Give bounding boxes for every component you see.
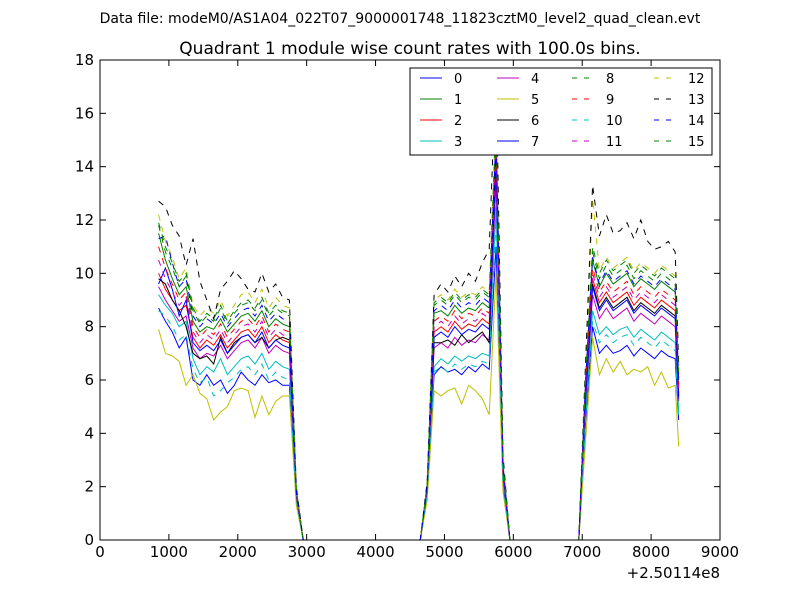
legend-frame [409, 67, 713, 156]
legend-label-15: 15 [688, 135, 705, 150]
legend-label-6: 6 [531, 114, 539, 129]
series-line-8 [158, 126, 680, 540]
legend-label-8: 8 [606, 72, 614, 87]
series-line-3 [158, 206, 680, 540]
series-line-10 [158, 219, 680, 540]
series-line-0 [158, 246, 680, 540]
y-tick-label: 6 [84, 371, 94, 389]
y-tick-label: 2 [84, 478, 94, 496]
x-tick-label: 5000 [425, 543, 463, 561]
y-tick-label: 10 [75, 264, 94, 282]
x-tick-label: 7000 [563, 543, 601, 561]
x-tick-label: 3000 [288, 543, 326, 561]
legend-label-13: 13 [688, 93, 705, 108]
legend-label-0: 0 [454, 72, 462, 87]
x-tick-label: 8000 [632, 543, 670, 561]
legend-label-3: 3 [454, 135, 462, 150]
ticks-layer: 0 1000 2000 3000 4000 5000 6000 7000 8000 9000 0 2 4… [75, 51, 739, 561]
y-tick-label: 14 [75, 158, 94, 176]
y-tick-label: 4 [84, 424, 94, 442]
x-tick-label: 0 [95, 543, 105, 561]
legend-label-4: 4 [531, 72, 539, 87]
legend-label-1: 1 [454, 93, 462, 108]
y-tick-label: 18 [75, 51, 94, 69]
series-line-2 [158, 161, 680, 540]
series-line-13 [158, 67, 680, 540]
series-line-9 [158, 145, 680, 540]
x-offset-label: +2.50114e8 [627, 564, 720, 582]
y-tick-label: 8 [84, 318, 94, 336]
x-tick-label: 4000 [356, 543, 394, 561]
legend-label-12: 12 [688, 72, 705, 87]
series-line-15 [158, 118, 680, 540]
y-tick-label: 12 [75, 211, 94, 229]
legend-label-2: 2 [454, 114, 462, 129]
x-tick-label: 6000 [494, 543, 532, 561]
legend-label-10: 10 [606, 114, 623, 129]
chart-title: Quadrant 1 module wise count rates with … [179, 39, 640, 59]
legend-label-11: 11 [606, 135, 623, 150]
y-tick-label: 0 [84, 531, 94, 549]
series-line-14 [158, 131, 680, 540]
series-line-7 [158, 166, 680, 540]
legend-label-9: 9 [606, 93, 614, 108]
legend-label-5: 5 [531, 93, 539, 108]
figure-suptitle: Data file: modeM0/AS1A04_022T07_90000017… [100, 11, 701, 27]
y-tick-label: 16 [75, 104, 94, 122]
plot-frame [99, 59, 721, 541]
x-tick-label: 2000 [219, 543, 257, 561]
x-tick-label: 1000 [150, 543, 188, 561]
legend-label-7: 7 [531, 135, 539, 150]
series-line-5 [158, 273, 680, 540]
x-tick-label: 9000 [701, 543, 739, 561]
series-line-1 [158, 139, 680, 540]
series-line-11 [158, 153, 680, 540]
legend-label-14: 14 [688, 114, 705, 129]
series-line-4 [158, 179, 680, 540]
series-layer [158, 67, 680, 540]
